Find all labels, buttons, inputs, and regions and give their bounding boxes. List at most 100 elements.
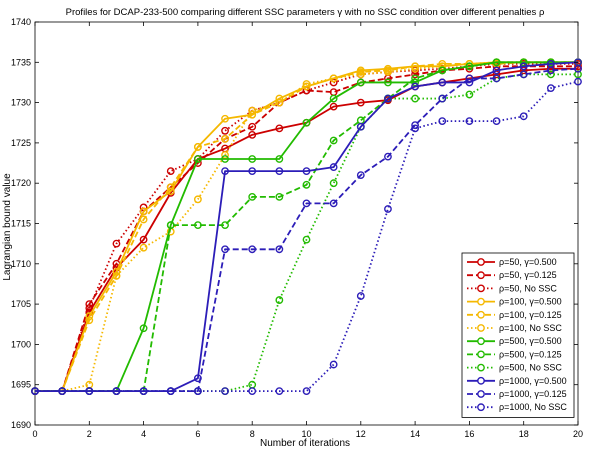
- data-point: [329, 163, 338, 171]
- x-tick-label: 2: [87, 429, 92, 439]
- series-1000-no-ssc: [31, 77, 582, 396]
- legend-item: ρ=500, No SSC: [467, 363, 562, 373]
- data-point: [302, 235, 311, 244]
- data-point: [166, 183, 175, 192]
- data-point: [492, 74, 501, 83]
- data-point: [275, 245, 284, 254]
- data-point: [384, 78, 392, 87]
- data-point: [85, 387, 94, 396]
- data-point: [411, 124, 419, 133]
- y-tick-label: 1730: [11, 98, 31, 108]
- data-point: [492, 58, 501, 67]
- x-tick-label: 0: [32, 429, 37, 439]
- data-point: [329, 102, 338, 111]
- legend-marker: [477, 310, 485, 319]
- y-tick-label: 1720: [11, 178, 31, 188]
- y-tick-label: 1740: [11, 17, 31, 27]
- data-point: [384, 94, 392, 103]
- data-point: [492, 117, 501, 126]
- data-point: [193, 155, 202, 163]
- data-point: [384, 152, 392, 161]
- data-point: [302, 167, 311, 176]
- legend-item: ρ=50, γ=0.125: [467, 270, 557, 280]
- legend-marker: [477, 403, 485, 412]
- x-tick-label: 16: [464, 429, 474, 439]
- x-tick-label: 10: [301, 429, 311, 439]
- data-point: [302, 180, 311, 189]
- series-line: [35, 61, 578, 393]
- data-point: [356, 78, 365, 87]
- data-point: [112, 271, 121, 280]
- data-point: [465, 90, 474, 99]
- data-point: [574, 64, 582, 73]
- data-point: [248, 167, 257, 176]
- data-point: [275, 124, 284, 133]
- data-point: [221, 387, 229, 396]
- data-point: [275, 98, 284, 107]
- legend-marker: [477, 271, 485, 280]
- data-point: [411, 94, 419, 103]
- data-point: [438, 66, 447, 75]
- data-point: [302, 80, 311, 88]
- data-point: [465, 117, 474, 126]
- data-point: [411, 82, 419, 91]
- data-point: [193, 143, 202, 151]
- data-point: [221, 134, 229, 143]
- data-point: [546, 84, 555, 92]
- data-point: [193, 387, 202, 396]
- data-point: [248, 110, 257, 119]
- legend-label: ρ=500, γ=0.500: [499, 336, 562, 346]
- legend-marker: [477, 390, 485, 398]
- data-point: [465, 62, 474, 71]
- legend-label: ρ=50, γ=0.500: [499, 257, 557, 267]
- x-tick-label: 4: [141, 429, 146, 439]
- data-point: [356, 171, 365, 180]
- x-tick-label: 8: [250, 429, 255, 439]
- axis-ticks: 0 2 4 6 8 10 12 14 16 18 20 1690 1695 1700 1705 1710 171…: [11, 17, 583, 439]
- x-tick-label: 20: [573, 429, 583, 439]
- x-axis-label: Number of iterations: [260, 438, 350, 449]
- data-point: [411, 62, 419, 71]
- legend-item: ρ=100, γ=0.125: [467, 310, 562, 320]
- data-point: [574, 77, 582, 86]
- legend: ρ=50, γ=0.500 ρ=50, γ=0.125 ρ=50, No SSC ρ=…: [461, 252, 575, 418]
- data-point: [139, 215, 148, 224]
- data-point: [221, 126, 229, 135]
- x-tick-label: 18: [519, 429, 529, 439]
- legend-marker: [477, 376, 485, 385]
- chart-title: Profiles for DCAP-233-500 comparing diff…: [66, 7, 545, 18]
- legend-item: ρ=500, γ=0.500: [467, 336, 562, 346]
- data-point: [546, 70, 555, 79]
- data-point: [112, 387, 121, 396]
- data-point: [275, 167, 284, 176]
- series-line: [35, 65, 578, 393]
- legend-box: [461, 252, 575, 418]
- legend-marker: [477, 337, 485, 346]
- series-line: [35, 80, 579, 393]
- data-point: [139, 243, 148, 252]
- legend-label: ρ=1000, γ=0.500: [499, 376, 567, 386]
- data-point: [519, 70, 528, 79]
- legend-item: ρ=50, γ=0.500: [467, 257, 557, 267]
- y-tick-label: 1710: [11, 259, 31, 269]
- data-point: [519, 112, 528, 121]
- data-point: [248, 106, 257, 115]
- legend-item: ρ=100, γ=0.500: [467, 297, 562, 307]
- legend-item: ρ=100, No SSC: [467, 323, 562, 333]
- data-point: [275, 296, 284, 304]
- legend-label: ρ=1000, No SSC: [499, 402, 567, 412]
- data-point: [139, 235, 148, 244]
- data-point: [438, 94, 447, 103]
- data-point: [356, 116, 365, 125]
- data-point: [166, 387, 175, 396]
- data-point: [411, 121, 419, 130]
- data-point: [356, 98, 365, 107]
- data-point: [112, 239, 121, 248]
- data-point: [58, 387, 67, 396]
- data-point: [221, 221, 229, 230]
- data-point: [411, 64, 419, 73]
- data-point: [438, 78, 447, 87]
- data-point: [302, 387, 311, 396]
- data-point: [438, 117, 447, 126]
- data-point: [166, 221, 175, 230]
